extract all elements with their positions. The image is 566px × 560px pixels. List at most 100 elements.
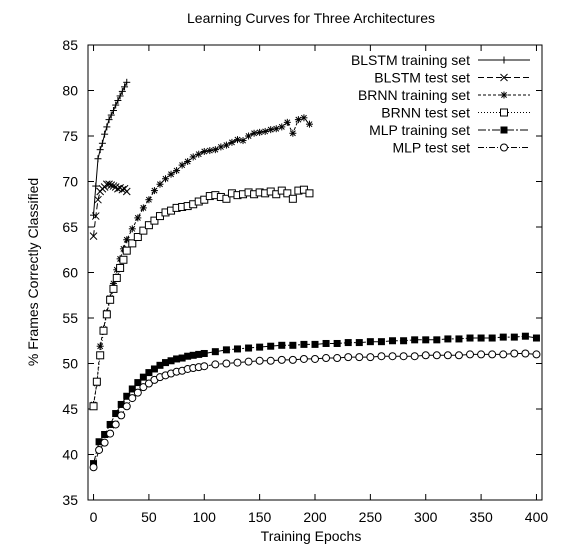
marker-shape bbox=[245, 345, 252, 352]
marker-shape bbox=[367, 354, 374, 361]
data-point bbox=[323, 355, 330, 362]
data-point bbox=[501, 127, 508, 134]
legend: BLSTM training setBLSTM test setBRNN tra… bbox=[351, 52, 530, 156]
data-point bbox=[345, 339, 352, 346]
series-line bbox=[94, 354, 537, 468]
data-point bbox=[501, 144, 508, 151]
marker-shape bbox=[389, 353, 396, 360]
series-line bbox=[94, 190, 310, 407]
data-point bbox=[212, 361, 219, 368]
data-point bbox=[522, 350, 529, 357]
series-layer bbox=[90, 79, 540, 471]
legend-item: MLP training set bbox=[369, 122, 530, 138]
data-point bbox=[134, 214, 141, 221]
data-point bbox=[367, 354, 374, 361]
data-point bbox=[92, 183, 99, 190]
series-blstm-test-set bbox=[90, 181, 130, 240]
data-point bbox=[289, 356, 296, 363]
marker-shape bbox=[120, 256, 127, 263]
y-tick-label: 65 bbox=[62, 219, 78, 235]
marker-shape bbox=[433, 352, 440, 359]
data-point bbox=[240, 137, 247, 144]
marker-shape bbox=[522, 350, 529, 357]
y-tick-label: 50 bbox=[62, 356, 78, 372]
data-point bbox=[93, 378, 100, 385]
chart-title: Learning Curves for Three Architectures bbox=[187, 10, 435, 26]
data-point bbox=[267, 357, 274, 364]
data-point bbox=[289, 342, 296, 349]
legend-item: BRNN test set bbox=[381, 105, 530, 121]
marker-shape bbox=[367, 338, 374, 345]
data-point bbox=[173, 167, 180, 174]
data-point bbox=[300, 355, 307, 362]
marker-shape bbox=[378, 353, 385, 360]
data-point bbox=[455, 335, 462, 342]
marker-shape bbox=[345, 339, 352, 346]
data-point bbox=[306, 190, 313, 197]
marker-shape bbox=[129, 395, 136, 402]
marker-shape bbox=[90, 403, 97, 410]
marker-shape bbox=[455, 335, 462, 342]
legend-label: BRNN training set bbox=[358, 87, 470, 103]
marker-shape bbox=[267, 343, 274, 350]
data-point bbox=[90, 403, 97, 410]
marker-shape bbox=[444, 352, 451, 359]
marker-shape bbox=[411, 336, 418, 343]
y-tick-label: 45 bbox=[62, 401, 78, 417]
data-point bbox=[96, 446, 103, 453]
data-point bbox=[295, 116, 302, 123]
data-point bbox=[129, 395, 136, 402]
data-point bbox=[422, 336, 429, 343]
data-point bbox=[97, 343, 104, 350]
marker-shape bbox=[467, 335, 474, 342]
marker-shape bbox=[201, 350, 208, 357]
data-point bbox=[201, 350, 208, 357]
data-point bbox=[90, 464, 97, 471]
marker-shape bbox=[223, 360, 230, 367]
data-point bbox=[422, 352, 429, 359]
marker-shape bbox=[356, 354, 363, 361]
y-tick-label: 70 bbox=[62, 174, 78, 190]
data-point bbox=[511, 350, 518, 357]
data-point bbox=[245, 358, 252, 365]
x-tick-label: 150 bbox=[248, 509, 272, 525]
data-point bbox=[100, 327, 107, 334]
data-point bbox=[117, 264, 124, 271]
data-point bbox=[223, 360, 230, 367]
marker-shape bbox=[123, 403, 130, 410]
data-point bbox=[533, 335, 540, 342]
data-point bbox=[206, 147, 213, 154]
marker-shape bbox=[113, 274, 120, 281]
marker-shape bbox=[212, 348, 219, 355]
data-point bbox=[234, 345, 241, 352]
x-tick-label: 400 bbox=[525, 509, 549, 525]
data-point bbox=[273, 125, 280, 132]
legend-label: BLSTM test set bbox=[374, 70, 470, 86]
data-point bbox=[256, 357, 263, 364]
y-tick-label: 55 bbox=[62, 310, 78, 326]
x-tick-label: 350 bbox=[469, 509, 493, 525]
marker-shape bbox=[500, 334, 507, 341]
y-tick-label: 75 bbox=[62, 128, 78, 144]
data-point bbox=[101, 439, 108, 446]
marker-shape bbox=[93, 378, 100, 385]
data-point bbox=[378, 353, 385, 360]
data-point bbox=[478, 351, 485, 358]
data-point bbox=[245, 345, 252, 352]
marker-shape bbox=[110, 285, 117, 292]
data-point bbox=[251, 130, 258, 137]
data-point bbox=[123, 247, 130, 254]
data-point bbox=[94, 155, 101, 162]
marker-shape bbox=[444, 335, 451, 342]
marker-shape bbox=[334, 340, 341, 347]
data-point bbox=[101, 131, 108, 138]
marker-shape bbox=[289, 356, 296, 363]
marker-shape bbox=[500, 351, 507, 358]
data-point bbox=[110, 285, 117, 292]
data-point bbox=[217, 143, 224, 150]
data-point bbox=[107, 296, 114, 303]
data-point bbox=[533, 351, 540, 358]
data-point bbox=[278, 342, 285, 349]
data-point bbox=[411, 336, 418, 343]
marker-shape bbox=[478, 335, 485, 342]
